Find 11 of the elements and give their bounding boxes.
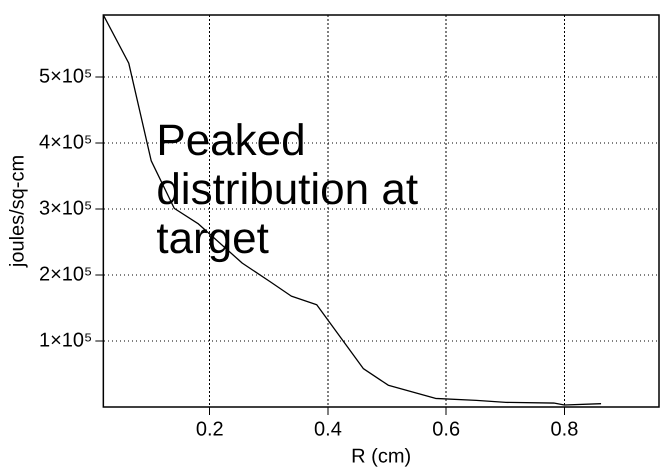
y-tick-label: 5×10⁵: [38, 66, 92, 88]
y-axis-title: joules/sq-cm: [6, 154, 29, 268]
y-tick-label: 1×10⁵: [38, 330, 92, 352]
x-tick-label: 0.2: [196, 418, 224, 441]
y-tick-label: 4×10⁵: [38, 132, 92, 154]
x-tick-label: 0.6: [432, 418, 460, 441]
x-axis-title: R (cm): [351, 446, 412, 468]
x-tick-label: 0.8: [550, 418, 578, 441]
x-tick-label: 0.4: [314, 418, 342, 441]
y-tick-label: 3×10⁵: [38, 198, 92, 220]
y-tick-label: 2×10⁵: [38, 264, 92, 286]
